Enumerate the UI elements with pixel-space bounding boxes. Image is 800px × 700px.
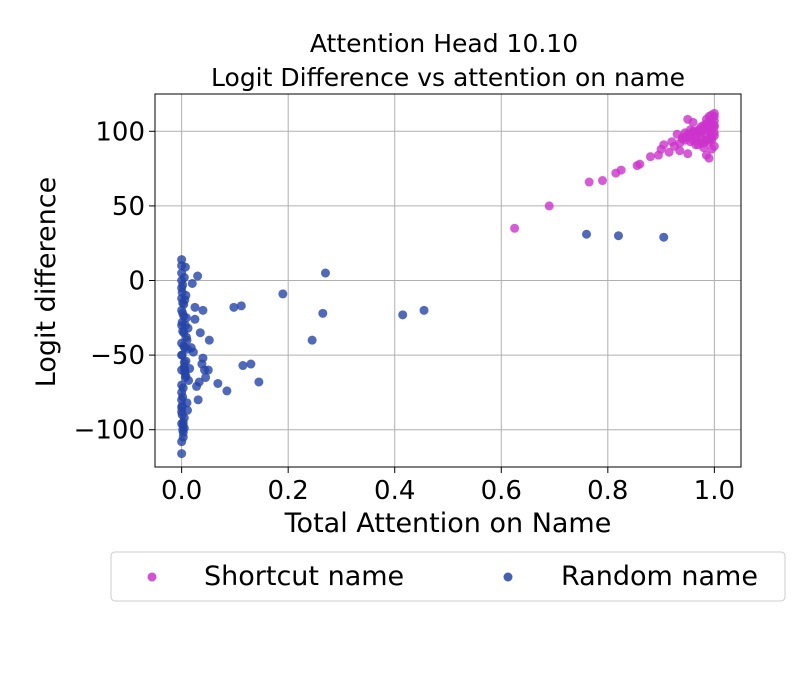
random-name-point — [178, 428, 188, 438]
shortcut-name-point — [709, 108, 719, 118]
random-name-point — [198, 305, 208, 315]
y-tick-label: 0 — [128, 267, 145, 297]
random-name-point — [213, 378, 223, 388]
shortcut-name-point — [616, 165, 626, 175]
random-name-point — [179, 362, 189, 372]
random-name-point — [197, 359, 207, 369]
random-name-point — [659, 232, 669, 242]
x-tick-label: 0.4 — [374, 476, 415, 506]
random-name-point — [190, 302, 200, 312]
random-name-point — [177, 283, 187, 293]
shortcut-name-point — [675, 146, 685, 156]
chart-title-line1: Attention Head 10.10 — [310, 29, 578, 58]
random-name-point — [254, 377, 264, 387]
shortcut-name-point — [691, 140, 701, 150]
random-name-point — [320, 268, 330, 278]
random-name-point — [419, 305, 429, 315]
random-name-point — [613, 231, 623, 241]
shortcut-name-point — [510, 223, 520, 233]
shortcut-name-point — [664, 147, 674, 157]
shortcut-name-point — [685, 131, 695, 141]
y-axis-label: Logit difference — [31, 177, 62, 387]
x-tick-label: 0.6 — [481, 476, 522, 506]
y-tick-label: −100 — [74, 416, 145, 446]
data-points — [177, 108, 719, 459]
y-tick-label: −50 — [90, 341, 145, 371]
random-name-point — [181, 290, 191, 300]
legend-marker-random — [503, 572, 513, 582]
random-name-point — [398, 310, 408, 320]
random-name-point — [193, 395, 203, 405]
shortcut-name-point — [699, 143, 709, 153]
random-name-point — [178, 392, 188, 402]
shortcut-name-point — [704, 153, 714, 163]
y-tick-label: 50 — [112, 192, 145, 222]
random-name-point — [236, 301, 246, 311]
random-name-point — [195, 328, 205, 338]
random-name-point — [180, 320, 190, 330]
shortcut-name-point — [683, 149, 693, 159]
random-name-point — [177, 449, 187, 459]
random-name-point — [229, 302, 239, 312]
shortcut-name-point — [709, 122, 719, 132]
shortcut-name-point — [597, 176, 607, 186]
shortcut-name-point — [635, 159, 645, 169]
random-name-point — [192, 381, 202, 391]
random-name-point — [177, 401, 187, 411]
legend-marker-shortcut — [147, 572, 157, 582]
random-name-point — [582, 229, 592, 239]
random-name-point — [318, 308, 328, 318]
random-name-point — [177, 276, 187, 285]
random-name-point — [177, 268, 187, 278]
shortcut-name-point — [707, 135, 717, 145]
legend-frame — [110, 551, 786, 602]
legend-label-random: Random name — [561, 561, 758, 592]
random-name-point — [193, 271, 203, 281]
shortcut-name-point — [645, 152, 655, 162]
random-name-point — [307, 335, 317, 345]
random-name-point — [177, 255, 187, 265]
x-tick-label: 0.8 — [587, 476, 628, 506]
x-tick-label: 0.0 — [161, 476, 202, 506]
random-name-point — [177, 380, 187, 390]
axis-ticks: 0.0 0.2 0.4 0.6 0.8 1.0 100 50 0 −50 −100 — [74, 117, 735, 506]
random-name-point — [180, 343, 190, 353]
random-name-point — [190, 314, 200, 324]
shortcut-name-point — [688, 117, 698, 127]
random-name-point — [178, 420, 188, 430]
random-name-point — [177, 437, 187, 447]
chart-title-line2: Logit Difference vs attention on name — [211, 63, 685, 92]
random-name-point — [177, 410, 187, 420]
x-axis-label: Total Attention on Name — [284, 508, 612, 539]
legend-label-shortcut: Shortcut name — [204, 561, 404, 592]
random-name-point — [246, 359, 256, 369]
random-name-point — [187, 278, 197, 288]
random-name-point — [222, 386, 232, 396]
random-name-point — [178, 298, 188, 308]
random-name-point — [201, 372, 211, 382]
shortcut-name-point — [544, 201, 554, 211]
shortcut-name-point — [659, 140, 669, 150]
random-name-point — [204, 335, 214, 345]
random-name-point — [180, 372, 190, 382]
random-name-point — [178, 308, 188, 318]
grid-lines — [155, 94, 741, 467]
random-name-point — [179, 328, 189, 338]
random-name-point — [238, 361, 248, 371]
x-tick-label: 1.0 — [694, 476, 735, 506]
random-name-point — [177, 350, 187, 360]
x-tick-label: 0.2 — [268, 476, 309, 506]
legend: Shortcut name Random name — [110, 551, 786, 602]
random-name-point — [278, 289, 288, 299]
y-tick-label: 100 — [95, 117, 145, 147]
shortcut-name-point — [584, 177, 594, 187]
shortcut-name-point — [696, 128, 706, 138]
